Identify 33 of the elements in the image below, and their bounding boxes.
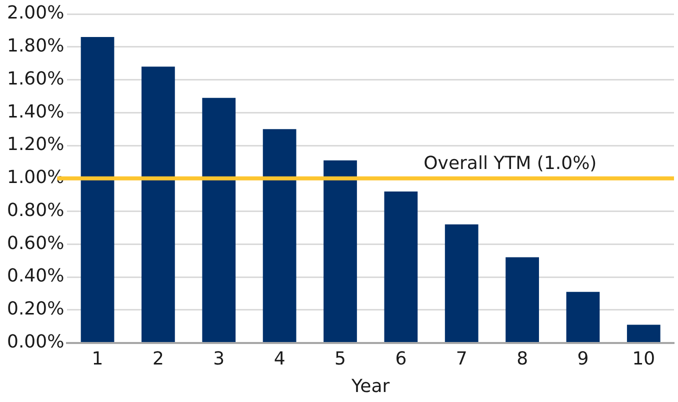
- x-tick-label: 9: [577, 348, 589, 370]
- y-tick-label: 0.20%: [6, 298, 64, 320]
- x-tick-label: 1: [92, 348, 104, 370]
- x-tick-label: 3: [213, 348, 225, 370]
- bar: [384, 192, 418, 342]
- x-tick-label: 7: [456, 348, 468, 370]
- bar: [202, 98, 236, 342]
- x-tick-label: 2: [152, 348, 164, 370]
- y-tick-label: 1.80%: [6, 36, 64, 57]
- bar: [566, 292, 600, 342]
- y-tick-label: 0.40%: [6, 266, 64, 287]
- x-tick-label: 6: [395, 348, 407, 370]
- bar: [262, 129, 296, 342]
- y-tick-label: 0.00%: [6, 331, 64, 352]
- y-tick-label: 1.60%: [6, 68, 64, 90]
- bar: [506, 257, 539, 342]
- y-tick-label: 1.40%: [6, 101, 64, 122]
- y-tick-label: 1.00%: [6, 167, 64, 188]
- y-tick-label: 0.80%: [6, 200, 64, 221]
- ref-line-label: Overall YTM (1.0%): [424, 153, 597, 174]
- y-tick-label: 0.60%: [6, 232, 64, 254]
- bar: [324, 160, 357, 342]
- x-axis-title: Year: [350, 376, 390, 397]
- bar: [80, 37, 114, 342]
- x-tick-label: 4: [274, 348, 286, 370]
- bar: [626, 324, 660, 342]
- bar: [142, 66, 175, 342]
- bar: [444, 224, 478, 342]
- x-tick-label: 8: [516, 348, 528, 370]
- y-tick-label: 1.20%: [6, 134, 64, 156]
- y-tick-label: 2.00%: [6, 2, 64, 24]
- x-tick-label: 5: [334, 348, 346, 370]
- x-tick-label: 10: [632, 348, 656, 370]
